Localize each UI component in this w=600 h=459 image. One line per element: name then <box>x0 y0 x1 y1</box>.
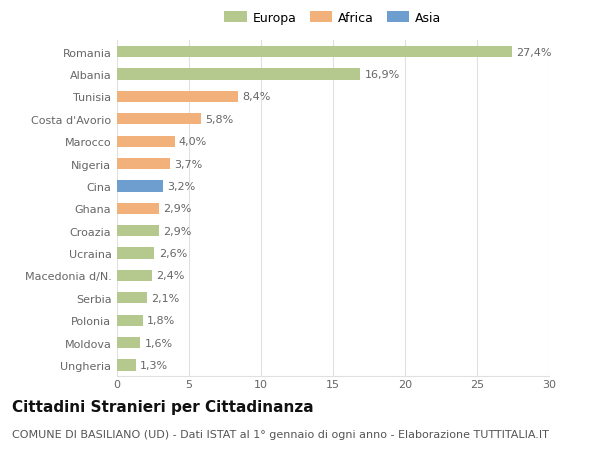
Text: 27,4%: 27,4% <box>516 47 551 57</box>
Bar <box>117 47 512 58</box>
Bar <box>117 337 140 348</box>
Text: 2,1%: 2,1% <box>152 293 180 303</box>
Text: 3,7%: 3,7% <box>175 159 203 169</box>
Text: 2,4%: 2,4% <box>156 271 184 281</box>
Legend: Europa, Africa, Asia: Europa, Africa, Asia <box>221 8 445 28</box>
Bar <box>117 270 152 281</box>
Text: Cittadini Stranieri per Cittadinanza: Cittadini Stranieri per Cittadinanza <box>12 399 314 414</box>
Text: COMUNE DI BASILIANO (UD) - Dati ISTAT al 1° gennaio di ogni anno - Elaborazione : COMUNE DI BASILIANO (UD) - Dati ISTAT al… <box>12 429 549 439</box>
Bar <box>117 315 143 326</box>
Bar <box>117 293 147 304</box>
Bar <box>117 136 175 147</box>
Bar <box>117 159 170 170</box>
Bar <box>117 114 200 125</box>
Text: 2,9%: 2,9% <box>163 204 191 214</box>
Bar <box>117 360 136 371</box>
Text: 2,6%: 2,6% <box>159 248 187 258</box>
Bar <box>117 181 163 192</box>
Text: 4,0%: 4,0% <box>179 137 207 147</box>
Bar <box>117 203 159 214</box>
Text: 8,4%: 8,4% <box>242 92 271 102</box>
Text: 3,2%: 3,2% <box>167 181 196 191</box>
Text: 1,6%: 1,6% <box>145 338 172 348</box>
Text: 1,3%: 1,3% <box>140 360 168 370</box>
Text: 2,9%: 2,9% <box>163 226 191 236</box>
Text: 1,8%: 1,8% <box>147 315 175 325</box>
Bar <box>117 226 159 237</box>
Bar <box>117 91 238 103</box>
Bar <box>117 69 361 80</box>
Bar <box>117 248 154 259</box>
Text: 5,8%: 5,8% <box>205 114 233 124</box>
Text: 16,9%: 16,9% <box>365 70 400 80</box>
